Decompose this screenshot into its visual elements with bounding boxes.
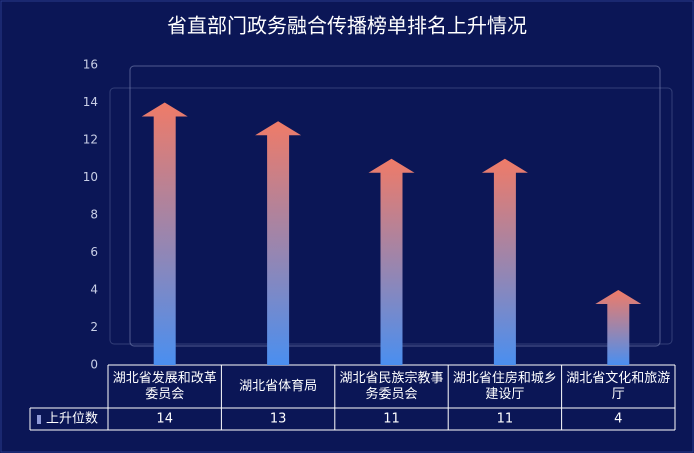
x-tick-label: 湖北省体育局 [239, 378, 318, 394]
table-value: 4 [614, 412, 622, 427]
chart-title: 省直部门政务融合传播榜单排名上升情况 [167, 14, 527, 38]
category-cell: 湖北省文化和旅游厅 [566, 370, 671, 402]
x-tick-label: 湖北省民族宗教事务委员会 [339, 370, 444, 402]
bar [481, 158, 528, 365]
y-tick-label: 12 [83, 133, 98, 147]
bar [368, 158, 415, 365]
y-tick-label: 6 [90, 245, 98, 259]
legend-swatch [37, 415, 41, 424]
table-value: 11 [497, 412, 514, 427]
y-tick-label: 4 [90, 283, 98, 297]
category-cell: 湖北省住房和城乡建设厅 [452, 370, 557, 402]
bar [595, 290, 642, 365]
x-tick-label: 湖北省文化和旅游厅 [566, 370, 671, 402]
x-tick-label: 湖北省发展和改革委员会 [112, 370, 217, 402]
bar [141, 102, 188, 365]
category-cell: 湖北省民族宗教事务委员会 [339, 370, 444, 402]
y-tick-label: 8 [90, 208, 98, 222]
table-value: 11 [383, 412, 400, 427]
y-tick-label: 14 [83, 95, 98, 109]
category-cell: 湖北省发展和改革委员会 [112, 370, 217, 402]
legend-label: 上升位数 [46, 412, 98, 427]
y-tick-label: 2 [90, 320, 98, 334]
bar [255, 121, 302, 365]
category-cell: 湖北省体育局 [239, 378, 318, 394]
x-tick-label: 湖北省住房和城乡建设厅 [452, 370, 557, 402]
y-tick-label: 16 [83, 58, 98, 72]
table-value: 14 [156, 412, 173, 427]
y-tick-label: 10 [83, 170, 98, 184]
y-tick-label: 0 [90, 358, 98, 372]
table-value: 13 [270, 412, 287, 427]
